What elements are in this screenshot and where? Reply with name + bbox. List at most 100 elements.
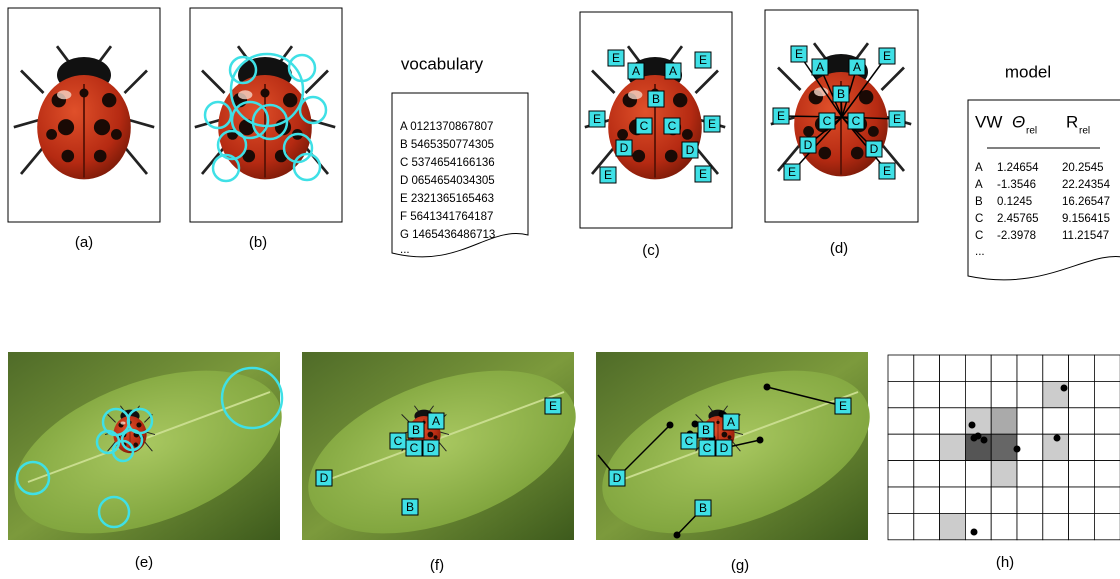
model-cell: B — [975, 196, 983, 208]
model-cell: -2.3978 — [997, 230, 1036, 242]
feature-label: A — [816, 60, 824, 74]
feature-label: E — [883, 164, 891, 178]
vote-point — [674, 532, 681, 539]
grid-cell — [888, 487, 914, 513]
highlight — [57, 90, 71, 99]
feature-label: C — [823, 114, 832, 128]
feature-label: E — [593, 112, 601, 126]
caption: (h) — [996, 554, 1014, 571]
accumulator-point — [971, 529, 978, 536]
accumulator-point — [981, 437, 988, 444]
grid-cell — [1094, 461, 1120, 487]
feature-label: D — [686, 143, 695, 157]
vote-point — [667, 422, 674, 429]
vocabulary-line: G 1465436486713 — [400, 229, 495, 241]
grid-cell — [914, 487, 940, 513]
feature-label: A — [727, 415, 735, 429]
grid-cell — [1017, 461, 1043, 487]
spot — [716, 421, 719, 424]
grid-cell — [940, 408, 966, 434]
grid-cell — [965, 381, 991, 407]
grid-cell — [965, 513, 991, 539]
spot — [617, 129, 628, 140]
grid-cell — [991, 487, 1017, 513]
grid-cell — [991, 461, 1017, 487]
grid-cell — [940, 381, 966, 407]
model-header-r: R — [1066, 112, 1078, 131]
feature-label: C — [640, 119, 649, 133]
grid-cell — [1069, 408, 1095, 434]
grid-cell — [1094, 434, 1120, 460]
feature-label: C — [685, 434, 694, 448]
spot — [58, 119, 74, 135]
feature-label: E — [604, 168, 612, 182]
grid-cell — [1017, 513, 1043, 539]
vocabulary-title: vocabulary — [401, 54, 484, 73]
model-cell: 1.24654 — [997, 162, 1039, 174]
accumulator-point — [1054, 435, 1061, 442]
highlight — [238, 90, 252, 99]
spot — [851, 147, 864, 160]
grid-cell — [1017, 408, 1043, 434]
caption: (f) — [430, 557, 444, 574]
grid-cell — [888, 355, 914, 381]
feature-label: D — [870, 142, 879, 156]
spot — [261, 89, 270, 98]
spot — [111, 129, 122, 140]
feature-label: D — [620, 141, 629, 155]
feature-label: E — [549, 399, 557, 413]
spot — [868, 126, 879, 137]
vocabulary-line: A 0121370867807 — [400, 121, 493, 133]
feature-label: E — [777, 109, 785, 123]
model-header-r-sub: rel — [1079, 126, 1090, 137]
grid-cell — [888, 381, 914, 407]
grid-cell — [1017, 434, 1043, 460]
grid-cell — [1043, 408, 1069, 434]
grid-cell — [991, 434, 1017, 460]
caption: (a) — [75, 234, 93, 251]
highlight — [120, 421, 125, 424]
vote-point — [764, 384, 771, 391]
feature-label: B — [837, 87, 845, 101]
feature-label: C — [852, 114, 861, 128]
grid-cell — [965, 355, 991, 381]
vote-point — [757, 437, 764, 444]
spot — [62, 150, 75, 163]
grid-cell — [940, 434, 966, 460]
vocabulary-line: D 0654654034305 — [400, 175, 495, 187]
grid-cell — [1069, 381, 1095, 407]
grid-cell — [1069, 434, 1095, 460]
grid-cell — [1043, 513, 1069, 539]
grid-cell — [991, 408, 1017, 434]
feature-label: D — [427, 441, 436, 455]
highlight — [628, 90, 642, 99]
caption: (c) — [642, 242, 660, 259]
accumulator-point — [1061, 385, 1068, 392]
feature-label: B — [406, 500, 414, 514]
feature-label: C — [394, 434, 403, 448]
spot — [803, 126, 814, 137]
feature-label: C — [410, 441, 419, 455]
model-cell: 16.26547 — [1062, 196, 1110, 208]
grid-cell — [1017, 381, 1043, 407]
caption: (b) — [249, 234, 267, 251]
grid-cell — [991, 381, 1017, 407]
grid-cell — [1094, 487, 1120, 513]
feature-label: E — [708, 117, 716, 131]
grid-cell — [1069, 487, 1095, 513]
feature-label: B — [702, 423, 710, 437]
feature-label: D — [720, 441, 729, 455]
spot — [102, 93, 116, 107]
grid-cell — [914, 381, 940, 407]
model-cell: -1.3546 — [997, 179, 1036, 191]
model-cell: C — [975, 230, 983, 242]
model-cell: 0.1245 — [997, 196, 1032, 208]
grid-cell — [965, 487, 991, 513]
feature-label: C — [703, 441, 712, 455]
accumulator-point — [969, 422, 976, 429]
grid-cell — [940, 355, 966, 381]
vocabulary-line: F 5641341764187 — [400, 211, 493, 223]
feature-label: D — [320, 471, 329, 485]
grid-cell — [914, 408, 940, 434]
spot — [80, 89, 89, 98]
